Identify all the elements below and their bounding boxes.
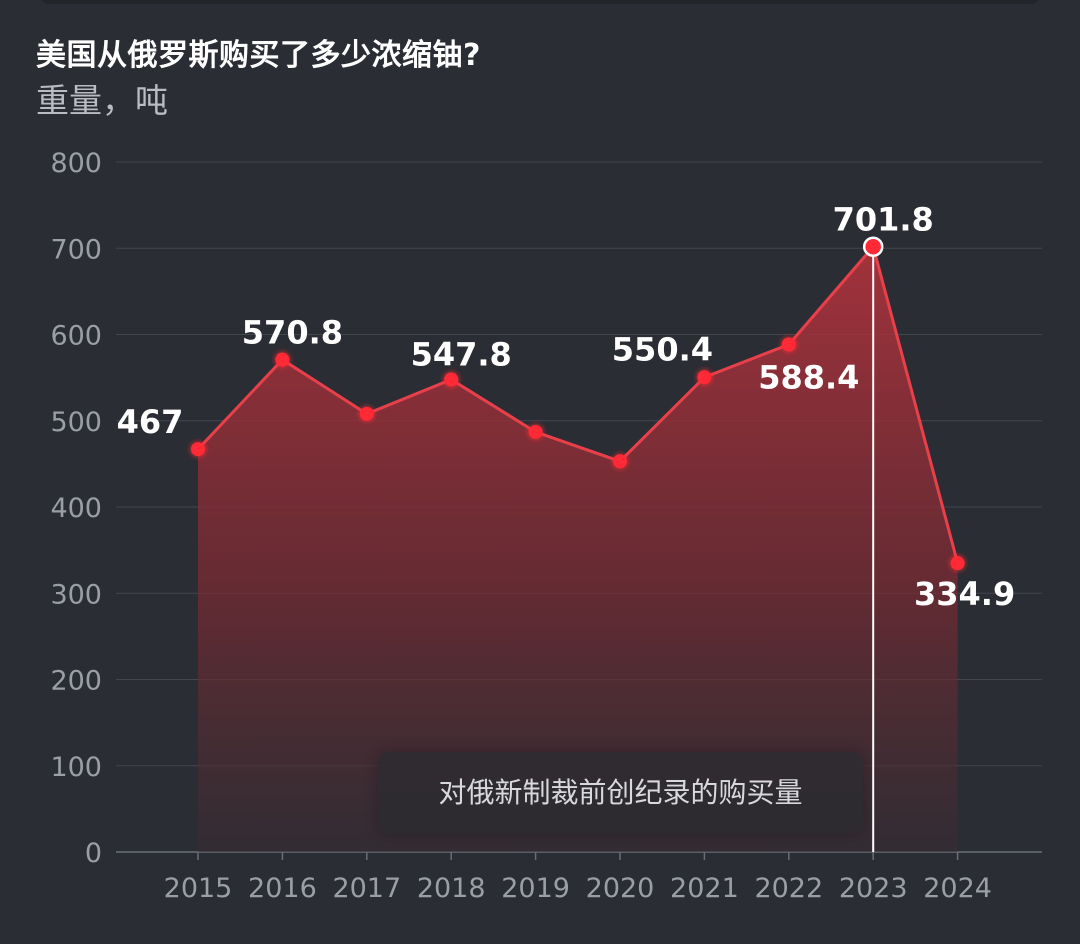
data-label: 547.8 <box>411 336 512 374</box>
x-tick-label: 2019 <box>501 873 570 904</box>
x-axis: 2015 2016 2017 2018 2019 2020 2021 2022 2023 2024 <box>164 852 992 904</box>
data-point <box>444 372 459 387</box>
area-path <box>198 246 958 852</box>
y-tick-label: 300 <box>50 579 102 610</box>
data-label: 570.8 <box>242 314 343 352</box>
data-label: 550.4 <box>612 330 713 368</box>
area-fill <box>198 246 958 852</box>
y-tick-label: 0 <box>85 838 102 869</box>
y-tick-label: 200 <box>50 666 102 697</box>
data-points <box>191 236 965 571</box>
x-tick-label: 2024 <box>923 873 992 904</box>
data-point <box>528 424 543 439</box>
data-point <box>191 442 205 457</box>
y-tick-label: 600 <box>50 321 102 352</box>
data-label: 588.4 <box>758 359 859 397</box>
x-tick-label: 2016 <box>248 873 317 904</box>
data-point <box>359 406 374 421</box>
series-line <box>196 245 960 564</box>
chart-subtitle: 重量，吨 <box>36 81 168 120</box>
data-point-highlight <box>862 236 884 257</box>
data-labels: 467 570.8 547.8 550.4 588.4 701.8 334.9 <box>117 201 1016 613</box>
data-point <box>275 352 290 367</box>
x-tick-label: 2021 <box>670 873 739 904</box>
data-label: 334.9 <box>914 575 1015 613</box>
data-point <box>697 370 712 385</box>
x-tick-label: 2020 <box>586 873 655 904</box>
data-point <box>950 556 965 571</box>
x-tick-label: 2015 <box>164 873 233 904</box>
annotation-text: 对俄新制裁前创纪录的购买量 <box>438 776 803 809</box>
chart-title: 美国从俄罗斯购买了多少浓缩铀? <box>36 38 481 73</box>
top-panel-edge <box>40 0 1040 4</box>
y-tick-label: 400 <box>50 493 102 524</box>
y-tick-label: 800 <box>50 148 102 179</box>
x-tick-label: 2017 <box>332 873 401 904</box>
annotation-box: 对俄新制裁前创纪录的购买量 <box>378 752 863 834</box>
x-tick-label: 2023 <box>839 873 908 904</box>
data-label: 467 <box>117 403 184 441</box>
y-axis: 0 100 200 300 400 500 600 700 800 <box>50 148 102 869</box>
line-path <box>196 245 960 564</box>
data-point <box>613 454 627 469</box>
x-tick-label: 2022 <box>754 873 823 904</box>
data-point <box>781 337 796 352</box>
y-tick-label: 100 <box>50 752 102 783</box>
data-label: 701.8 <box>833 201 934 239</box>
y-tick-label: 700 <box>50 234 102 265</box>
x-tick-label: 2018 <box>417 873 486 904</box>
y-tick-label: 500 <box>50 407 102 438</box>
